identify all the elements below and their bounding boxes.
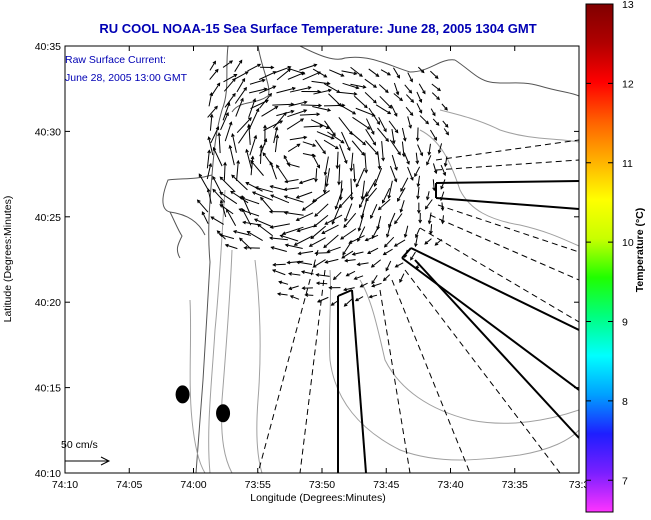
x-tick-label: 73:55 <box>245 479 271 491</box>
x-tick-label: 73:35 <box>502 479 528 491</box>
colorbar-tick-label: 9 <box>622 317 628 329</box>
current-label-line2: June 28, 2005 13:00 GMT <box>65 72 188 84</box>
plot-background <box>65 46 579 473</box>
colorbar-tick-label: 7 <box>622 475 628 487</box>
colorbar <box>586 4 613 512</box>
y-tick-label: 40:35 <box>35 41 61 53</box>
x-tick-label: 74:10 <box>52 479 78 491</box>
y-tick-label: 40:25 <box>35 212 61 224</box>
map-title: RU COOL NOAA-15 Sea Surface Temperature:… <box>99 21 536 36</box>
y-tick-label: 40:10 <box>35 468 61 480</box>
colorbar-tick-label: 13 <box>622 0 634 11</box>
x-tick-label: 73:40 <box>437 479 463 491</box>
y-tick-label: 40:20 <box>35 297 61 309</box>
scale-label: 50 cm/s <box>61 439 98 451</box>
y-axis-label: Latitude (Degrees:Minutes) <box>2 196 14 323</box>
y-tick-label: 40:30 <box>35 126 61 138</box>
x-axis-label: Longitude (Degrees:Minutes) <box>250 492 385 504</box>
x-tick-label: 74:00 <box>180 479 206 491</box>
colorbar-tick-label: 8 <box>622 396 628 408</box>
x-tick-label: 73:45 <box>373 479 399 491</box>
current-label-line1: Raw Surface Current: <box>65 54 166 66</box>
x-tick-label: 73:50 <box>309 479 335 491</box>
y-tick-label: 40:15 <box>35 383 61 395</box>
buoy-east-marker <box>216 404 230 422</box>
colorbar-tick-label: 12 <box>622 78 634 90</box>
x-tick-label: 74:05 <box>116 479 142 491</box>
current-vector <box>315 253 329 254</box>
buoy-west-marker <box>176 385 190 403</box>
colorbar-label: Temperature (°C) <box>634 208 646 293</box>
colorbar-tick-label: 10 <box>622 237 634 249</box>
colorbar-tick-label: 11 <box>622 158 633 170</box>
current-vector <box>273 264 286 265</box>
